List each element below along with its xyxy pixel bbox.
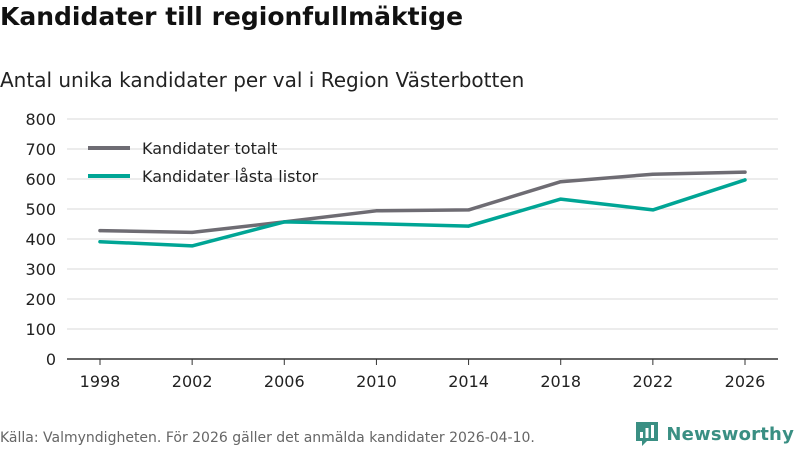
x-tick-label: 1998 [80,372,121,391]
data-point [190,230,194,234]
data-point [559,197,563,201]
chart-title: Kandidater till regionfullmäktige [0,2,464,31]
brand-name: Newsworthy [666,423,794,445]
legend-item-totalt: Kandidater totalt [88,139,277,158]
chart-subtitle: Antal unika kandidater per val i Region … [0,68,525,92]
x-tick-label: 2002 [172,372,213,391]
brand-logo: Newsworthy [634,419,794,449]
data-point [651,172,655,176]
data-point [374,209,379,213]
x-tick-label: 2018 [540,372,581,391]
series-line-totalt [98,170,747,235]
newsworthy-logo-icon [636,422,659,446]
source-note: Källa: Valmyndigheten. För 2026 gäller d… [0,430,535,446]
series-line-lasta-listor [98,178,747,248]
data-point [374,222,379,226]
x-tick-label: 2010 [356,372,397,391]
y-tick-label: 500 [25,200,56,219]
y-tick-label: 400 [25,230,56,249]
data-point [651,208,655,212]
data-point [98,240,102,244]
y-tick-label: 200 [25,290,56,309]
y-tick-label: 600 [25,170,56,189]
x-tick-label: 2006 [264,372,305,391]
y-tick-label: 800 [25,110,56,129]
y-tick-label: 100 [25,320,56,339]
y-axis-ticks: 0 100 200 300 400 500 600 700 800 [25,110,56,369]
gridlines [67,118,778,360]
data-point [282,220,286,224]
legend-label: Kandidater låsta listor [142,167,319,186]
data-point [743,178,747,182]
x-tick-label: 2022 [632,372,673,391]
legend-item-lasta-listor: Kandidater låsta listor [88,167,319,186]
series-lines [98,170,747,248]
legend-label: Kandidater totalt [142,139,277,158]
data-point [743,170,747,174]
x-axis-ticks: 1998 2002 2006 2010 2014 2018 2022 2026 [80,359,766,391]
data-point [466,208,471,212]
data-point [98,229,102,233]
x-tick-label: 2014 [448,372,489,391]
legend: Kandidater totalt Kandidater låsta listor [88,139,319,186]
y-tick-label: 700 [25,140,56,159]
data-point [190,244,194,248]
y-tick-label: 0 [46,350,56,369]
data-point [559,180,563,184]
data-point [466,224,471,228]
y-tick-label: 300 [25,260,56,279]
x-tick-label: 2026 [725,372,766,391]
